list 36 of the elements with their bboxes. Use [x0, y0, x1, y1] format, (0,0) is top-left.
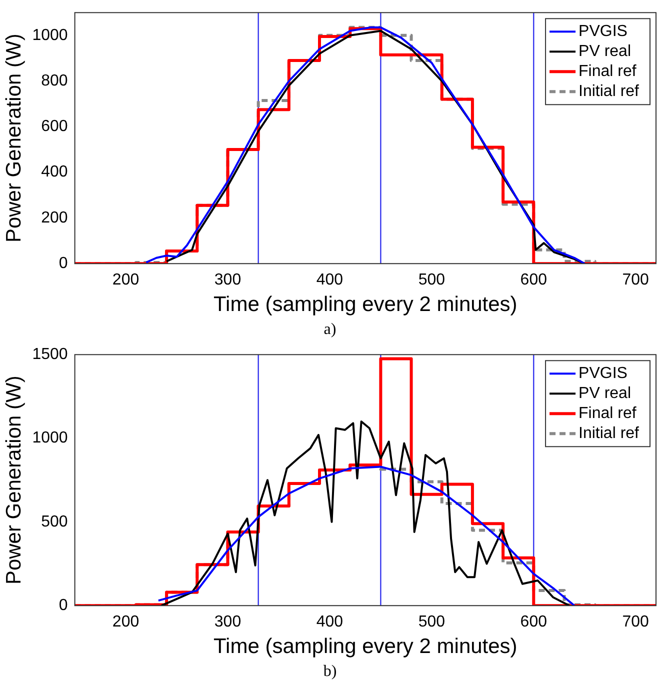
x-tick-label: 400 [316, 614, 344, 631]
y-tick-label: 800 [41, 72, 68, 90]
y-tick-label: 200 [41, 209, 68, 226]
x-tick-label: 500 [418, 272, 446, 289]
legend-label: PV real [578, 385, 631, 402]
y-tick-label: 1000 [32, 430, 68, 447]
y-axis-title: Power Generation (W) [2, 34, 26, 243]
x-tick-label: 600 [520, 614, 548, 631]
legend-label: PVGIS [578, 23, 628, 40]
x-tick-label: 300 [214, 614, 242, 631]
x-axis-title: Time (sampling every 2 minutes) [213, 635, 518, 658]
x-tick-label: 300 [214, 272, 242, 289]
x-tick-label: 200 [112, 614, 140, 631]
legend-label: Initial ref [578, 425, 640, 442]
y-tick-label: 1000 [32, 26, 68, 44]
text: b) [322, 662, 338, 682]
y-axis-title: Power Generation (W) [2, 376, 26, 585]
legend-label: PV real [578, 43, 631, 60]
x-axis-title: Time (sampling every 2 minutes) [213, 293, 518, 316]
y-tick-label: 600 [41, 118, 68, 136]
x-tick-label: 700 [622, 272, 650, 289]
y-tick-label: 0 [58, 597, 68, 614]
y-tick-label: 1500 [32, 346, 68, 364]
legend-label: PVGIS [578, 365, 628, 382]
y-tick-label: 0 [58, 255, 68, 272]
legend-label: Final ref [578, 405, 637, 422]
legend-label: Final ref [578, 63, 637, 80]
y-tick-label: 400 [41, 164, 68, 181]
x-tick-label: 600 [520, 272, 548, 289]
legend-label: Initial ref [578, 83, 640, 100]
text: a) [322, 320, 338, 340]
x-tick-label: 500 [418, 614, 446, 631]
x-tick-label: 200 [112, 272, 140, 289]
x-tick-label: 700 [622, 614, 650, 631]
y-tick-label: 500 [41, 513, 68, 530]
x-tick-label: 400 [316, 272, 344, 289]
